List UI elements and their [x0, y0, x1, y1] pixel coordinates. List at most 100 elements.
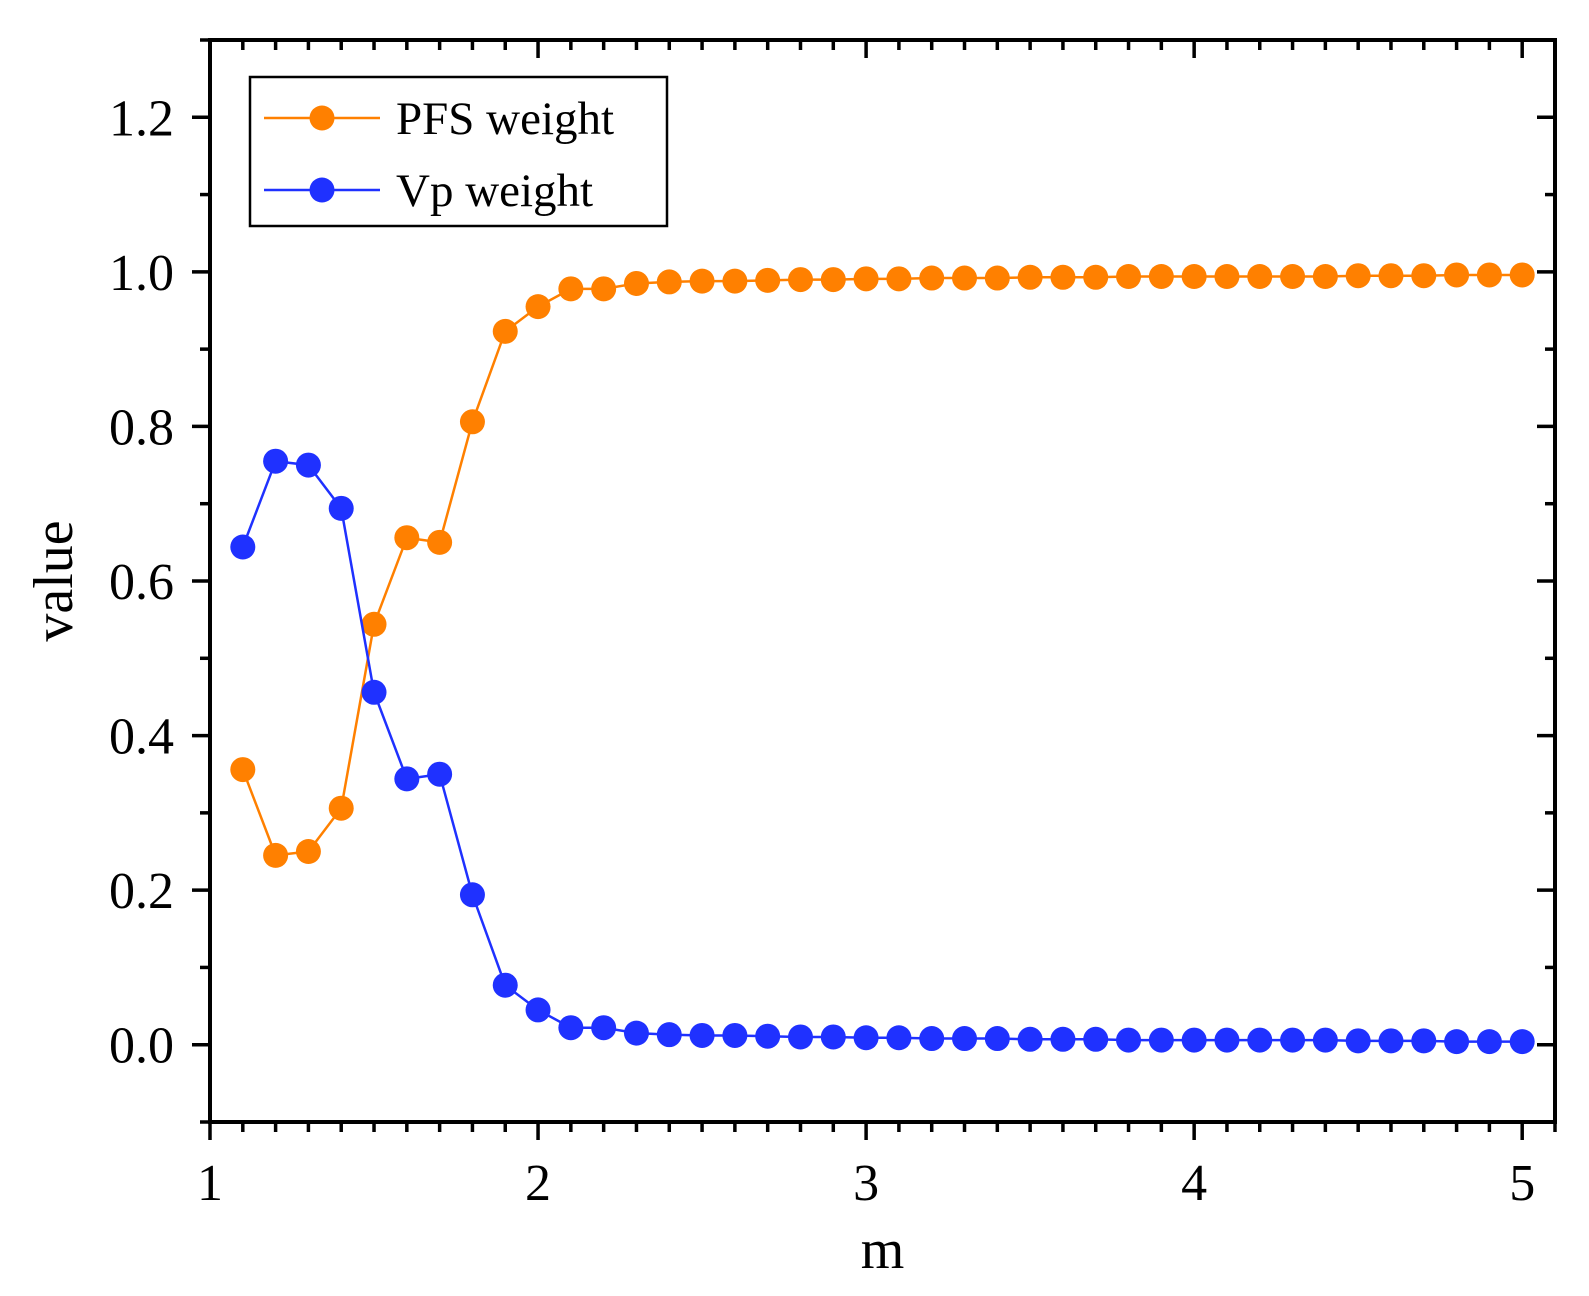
data-point: [787, 1024, 813, 1050]
legend-items: PFS weight Vp weight: [264, 93, 614, 217]
data-point: [328, 495, 354, 521]
data-point: [984, 265, 1010, 291]
y-tick-label: 0.0: [109, 1018, 174, 1075]
data-point: [591, 1015, 617, 1041]
data-point: [755, 1023, 781, 1049]
data-point: [295, 452, 321, 478]
data-point: [1017, 1026, 1043, 1052]
data-point: [1378, 1028, 1404, 1054]
data-point: [853, 266, 879, 292]
data-point: [1345, 1028, 1371, 1054]
data-point: [1476, 1029, 1502, 1055]
x-tick-label: 2: [525, 1155, 551, 1212]
x-tick-label: 5: [1509, 1155, 1535, 1212]
legend-swatch-marker: [309, 177, 335, 203]
data-point: [1181, 1027, 1207, 1053]
data-point: [1148, 263, 1174, 289]
data-point: [492, 972, 518, 998]
data-point: [656, 1022, 682, 1048]
x-tick-label: 1: [197, 1155, 223, 1212]
series-2: [230, 448, 1535, 1055]
data-point: [886, 266, 912, 292]
data-point: [1411, 1028, 1437, 1054]
legend-label: Vp weight: [396, 165, 593, 217]
ticks-layer: 1 2 3 4 5 0.0 0.2 0.4 0.6 0.8 1.0 1.2: [109, 38, 1557, 1212]
data-point: [328, 795, 354, 821]
data-point: [656, 269, 682, 295]
data-point: [1247, 1027, 1273, 1053]
data-point: [952, 1026, 978, 1052]
data-point: [952, 265, 978, 291]
data-point: [525, 294, 551, 320]
data-point: [263, 842, 289, 868]
data-point: [820, 1024, 846, 1050]
y-tick-label: 0.2: [109, 863, 174, 920]
data-point: [1017, 264, 1043, 290]
data-point: [1083, 1026, 1109, 1052]
data-point: [689, 1022, 715, 1048]
data-point: [886, 1025, 912, 1051]
data-point: [492, 318, 518, 344]
data-point: [1050, 1026, 1076, 1052]
data-point: [689, 268, 715, 294]
data-point: [1312, 1027, 1338, 1053]
legend-item: Vp weight: [264, 165, 593, 217]
x-axis-title: m: [861, 1219, 905, 1281]
data-point: [427, 529, 453, 555]
data-point: [459, 882, 485, 908]
data-point: [230, 757, 256, 783]
legend: PFS weight Vp weight: [248, 75, 669, 228]
data-point: [1280, 263, 1306, 289]
data-point: [558, 276, 584, 302]
data-point: [853, 1025, 879, 1051]
data-point: [1116, 263, 1142, 289]
y-tick-label: 1.0: [109, 245, 174, 302]
data-point: [623, 1020, 649, 1046]
data-point: [230, 534, 256, 560]
data-point: [361, 679, 387, 705]
y-axis-title: value: [23, 520, 85, 641]
data-point: [919, 265, 945, 291]
y-tick-label: 0.8: [109, 399, 174, 456]
data-point: [394, 525, 420, 551]
data-point: [1214, 1027, 1240, 1053]
data-point: [394, 766, 420, 792]
x-tick-label: 3: [853, 1155, 879, 1212]
legend-label: PFS weight: [396, 93, 614, 145]
data-point: [558, 1015, 584, 1041]
data-point: [1509, 262, 1535, 288]
data-point: [1312, 263, 1338, 289]
data-point: [787, 267, 813, 293]
series-line: [241, 459, 1523, 1043]
data-point: [263, 448, 289, 474]
data-point: [427, 761, 453, 787]
series-1: [230, 262, 1535, 868]
series-layer: [230, 262, 1535, 1055]
data-point: [1214, 263, 1240, 289]
data-point: [361, 611, 387, 637]
y-tick-label: 0.4: [109, 709, 174, 766]
data-point: [459, 409, 485, 435]
data-point: [1148, 1027, 1174, 1053]
data-point: [984, 1026, 1010, 1052]
data-point: [1116, 1027, 1142, 1053]
data-point: [623, 270, 649, 296]
data-point: [1345, 263, 1371, 289]
data-point: [295, 839, 321, 864]
data-point: [1411, 263, 1437, 289]
data-point: [1444, 262, 1470, 288]
data-point: [1050, 264, 1076, 290]
data-point: [919, 1026, 945, 1052]
data-point: [1280, 1027, 1306, 1053]
series-line: [241, 273, 1523, 857]
data-point: [1476, 262, 1502, 288]
data-point: [1181, 263, 1207, 289]
data-point: [722, 268, 748, 294]
data-point: [1444, 1029, 1470, 1055]
data-point: [820, 267, 846, 293]
data-point: [1378, 263, 1404, 289]
x-tick-label: 4: [1181, 1155, 1207, 1212]
legend-swatch-marker: [309, 105, 335, 131]
data-point: [525, 997, 551, 1023]
